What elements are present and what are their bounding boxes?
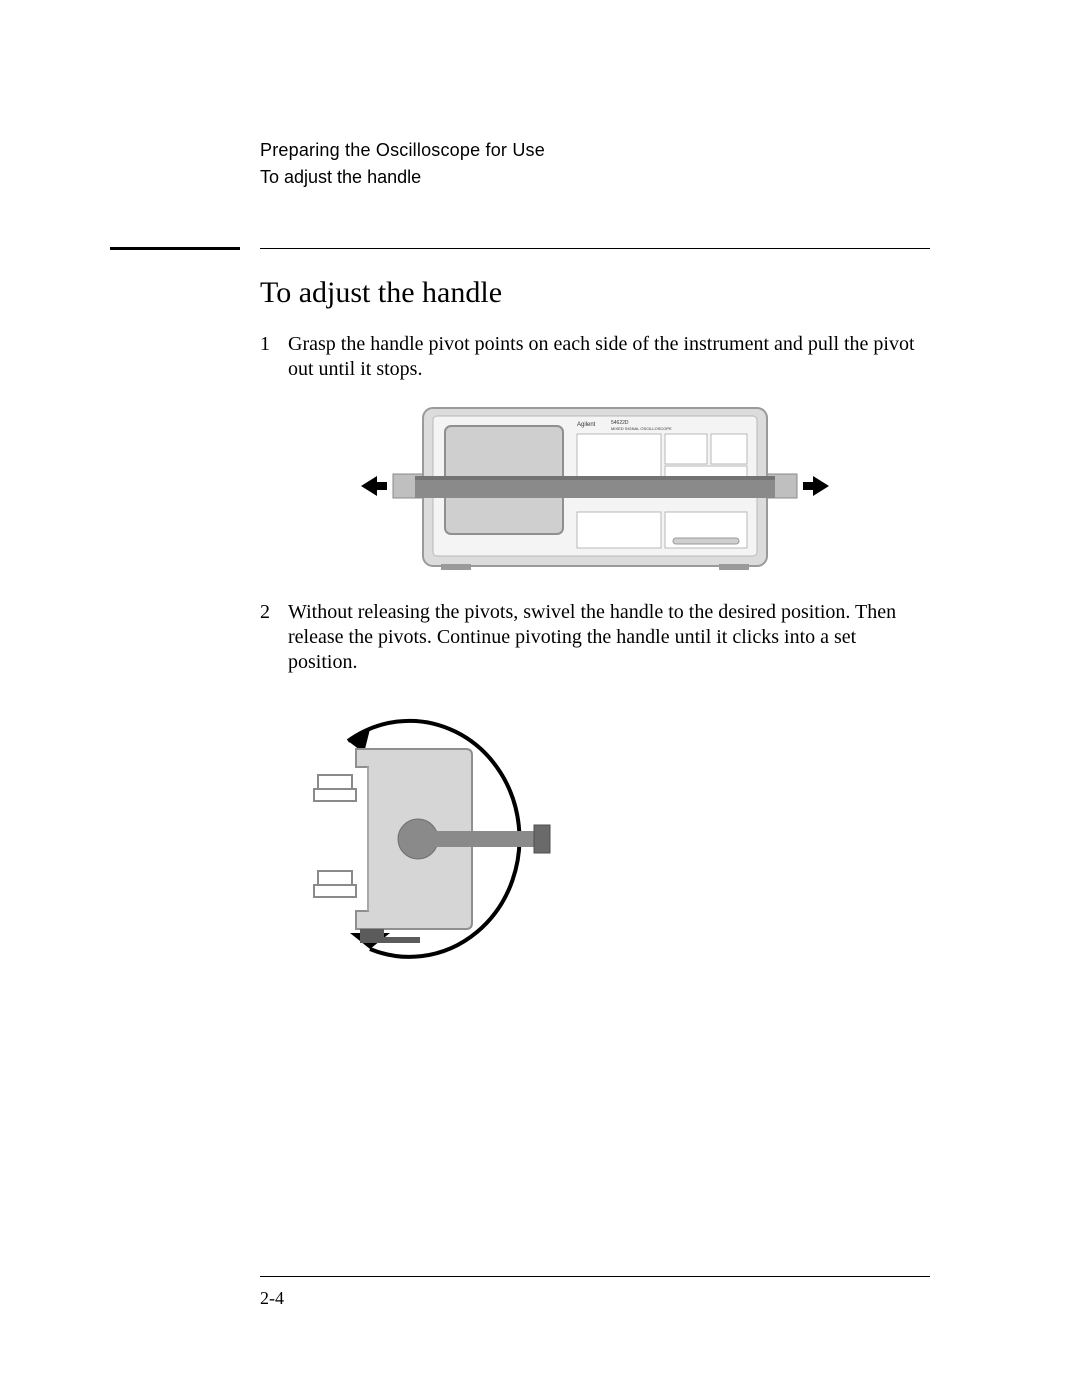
figure-1: Agilent 54622D MIXED SIGNAL OSCILLOSCOPE [260,396,930,576]
section-title: To adjust the handle [260,276,930,310]
pull-right-arrow-icon [803,476,829,496]
page: Preparing the Oscilloscope for Use To ad… [0,0,1080,1397]
handle-grip [534,825,550,853]
device-desc-label: MIXED SIGNAL OSCILLOSCOPE [611,426,672,431]
rule-stub [110,247,240,250]
step-2-number: 2 [260,600,274,675]
oscilloscope-front-illustration: Agilent 54622D MIXED SIGNAL OSCILLOSCOPE [355,396,835,576]
page-number: 2-4 [260,1288,284,1309]
rule-line [260,248,930,249]
step-1-text: Grasp the handle pivot points on each si… [288,332,930,382]
step-2-text: Without releasing the pivots, swivel the… [288,600,930,675]
footer-rule [260,1276,930,1277]
top-rule [260,248,930,250]
step-1: 1 Grasp the handle pivot points on each … [260,332,930,382]
figure-2 [260,689,930,979]
device-brand-label: Agilent [577,422,596,428]
running-head-section: To adjust the handle [260,167,930,188]
step-1-number: 1 [260,332,274,382]
step-2: 2 Without releasing the pivots, swivel t… [260,600,930,675]
mount-brackets [314,775,356,897]
oscilloscope-side-swivel-illustration [290,689,590,979]
running-head-chapter: Preparing the Oscilloscope for Use [260,140,930,161]
handle-arm [418,831,538,847]
pull-left-arrow-icon [361,476,387,496]
